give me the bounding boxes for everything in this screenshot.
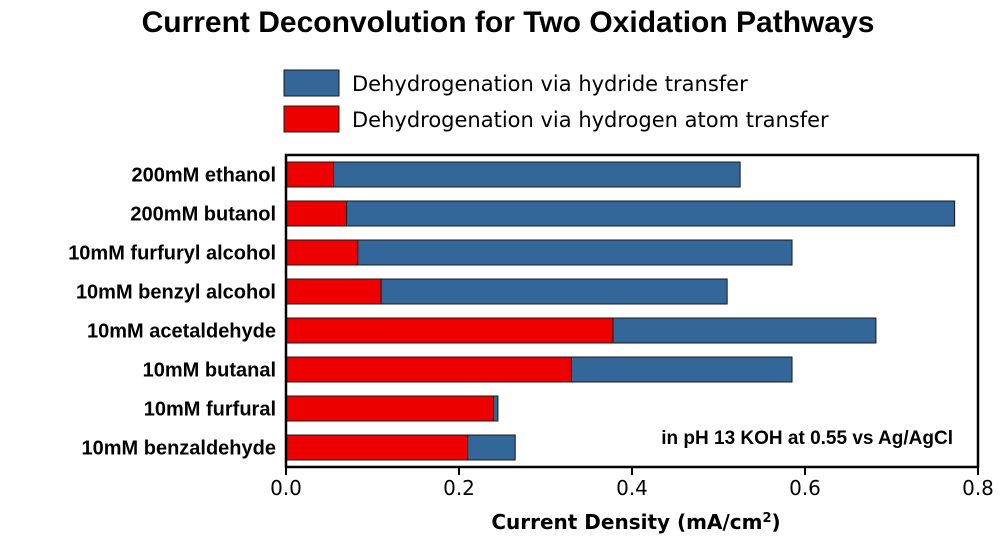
bar-hydrogen-atom-transfer-0 bbox=[285, 161, 335, 188]
legend-swatch bbox=[283, 69, 340, 97]
bar-hydrogen-atom-transfer-1 bbox=[285, 200, 348, 227]
bar-hydrogen-atom-transfer-7 bbox=[285, 434, 469, 461]
bar-hydride-transfer-5 bbox=[570, 356, 793, 383]
legend-label: Dehydrogenation via hydride transfer bbox=[352, 72, 748, 96]
bar-hydrogen-atom-transfer-4 bbox=[285, 317, 614, 344]
chart-annotation: in pH 13 KOH at 0.55 vs Ag/AgCl bbox=[661, 428, 953, 449]
legend: Dehydrogenation via hydride transfer Dehy… bbox=[283, 69, 829, 133]
legend-label: Dehydrogenation via hydrogen atom transf… bbox=[352, 108, 829, 132]
bar-hydride-transfer-4 bbox=[612, 317, 877, 344]
bar-hydride-transfer-7 bbox=[467, 434, 516, 461]
category-label: 10mM furfural bbox=[144, 399, 276, 421]
category-label: 200mM butanol bbox=[130, 204, 276, 226]
bar-hydride-transfer-0 bbox=[333, 161, 741, 188]
category-label: 10mM furfuryl alcohol bbox=[68, 243, 276, 265]
bar-hydrogen-atom-transfer-3 bbox=[285, 278, 382, 305]
bar-hydrogen-atom-transfer-2 bbox=[285, 239, 359, 266]
bar-hydride-transfer-3 bbox=[380, 278, 728, 305]
category-label: 200mM ethanol bbox=[132, 165, 276, 187]
legend-swatch bbox=[283, 105, 340, 133]
chart-title: Current Deconvolution for Two Oxidation … bbox=[142, 6, 875, 39]
x-tick-label: 0.2 bbox=[443, 476, 475, 500]
category-labels: 200mM ethanol 200mM butanol 10mM furfuryl … bbox=[68, 165, 276, 460]
x-axis-label: Current Density (mA/cm2) bbox=[491, 510, 780, 534]
bar-hydride-transfer-1 bbox=[346, 200, 956, 227]
bar-hydride-transfer-2 bbox=[357, 239, 793, 266]
x-tick-label: 0.0 bbox=[270, 476, 302, 500]
x-tick-label: 0.4 bbox=[616, 476, 648, 500]
bar-hydrogen-atom-transfer-6 bbox=[285, 395, 495, 422]
category-label: 10mM acetaldehyde bbox=[87, 321, 276, 343]
category-label: 10mM butanal bbox=[143, 360, 276, 382]
bar-hydrogen-atom-transfer-5 bbox=[285, 356, 572, 383]
bar-hydride-transfer-6 bbox=[493, 395, 499, 422]
category-label: 10mM benzaldehyde bbox=[81, 438, 276, 460]
x-tick-label: 0.8 bbox=[962, 476, 994, 500]
x-axis-ticks: 0.0 0.2 0.4 0.6 0.8 bbox=[270, 467, 994, 500]
x-tick-label: 0.6 bbox=[789, 476, 821, 500]
category-label: 10mM benzyl alcohol bbox=[76, 282, 276, 304]
bars bbox=[285, 161, 956, 461]
